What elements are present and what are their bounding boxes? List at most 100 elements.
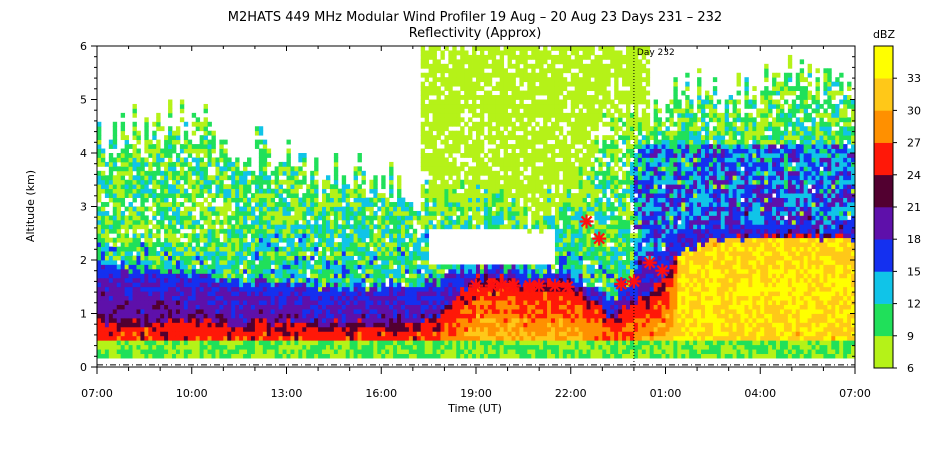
reflectivity-cell [479,99,485,105]
reflectivity-cell [440,206,445,212]
reflectivity-cell [310,291,315,297]
reflectivity-cell [464,99,469,105]
reflectivity-cell [420,153,426,158]
reflectivity-cell [172,277,177,283]
reflectivity-cell [479,68,485,74]
reflectivity-cell [503,326,508,332]
reflectivity-cell [472,349,477,355]
reflectivity-cell [306,224,311,230]
reflectivity-cell [144,309,149,314]
reflectivity-cell [523,340,528,346]
reflectivity-cell [476,313,481,319]
reflectivity-cell [164,344,169,350]
reflectivity-cell [381,349,386,355]
reflectivity-cell [448,331,453,337]
reflectivity-cell [227,273,232,279]
reflectivity-cell [120,184,126,190]
reflectivity-cell [172,260,177,265]
reflectivity-cell [491,153,497,158]
reflectivity-cell [487,313,493,319]
reflectivity-cell [168,161,173,167]
reflectivity-cell [148,268,153,274]
reflectivity-cell [258,295,264,301]
reflectivity-cell [199,335,204,341]
reflectivity-cell [519,277,524,283]
reflectivity-cell [172,309,177,314]
reflectivity-cell [100,242,106,248]
reflectivity-cell [112,353,118,359]
reflectivity-cell [361,349,366,355]
reflectivity-cell [254,175,260,181]
reflectivity-cell [424,179,430,185]
reflectivity-cell [440,54,445,60]
reflectivity-cell [148,317,153,323]
reflectivity-cell [499,188,505,194]
reflectivity-cell [294,193,299,198]
reflectivity-cell [164,188,169,194]
reflectivity-cell [179,286,185,292]
reflectivity-cell [243,313,248,319]
reflectivity-cell [195,335,201,341]
reflectivity-cell [436,166,441,172]
reflectivity-cell [507,340,512,346]
reflectivity-cell [345,313,351,319]
reflectivity-cell [140,188,145,194]
reflectivity-cell [495,144,501,149]
reflectivity-cell [511,130,516,136]
reflectivity-cell [116,309,122,314]
reflectivity-cell [203,260,208,265]
reflectivity-cell [164,322,169,328]
reflectivity-cell [199,353,204,359]
reflectivity-cell [302,228,307,234]
reflectivity-cell [472,304,477,310]
reflectivity-cell [333,349,339,355]
reflectivity-cell [460,46,465,51]
reflectivity-cell [361,175,366,181]
reflectivity-cell [523,268,528,274]
reflectivity-cell [211,139,216,145]
reflectivity-cell [290,215,295,221]
reflectivity-cell [203,170,208,176]
reflectivity-cell [523,46,528,51]
reflectivity-cell [294,340,299,346]
reflectivity-cell [353,349,358,355]
reflectivity-cell [428,300,433,305]
reflectivity-cell [373,309,378,314]
reflectivity-cell [270,309,276,314]
reflectivity-cell [294,242,299,248]
reflectivity-cell [179,148,185,154]
reflectivity-cell [207,228,212,234]
reflectivity-cell [172,304,177,310]
reflectivity-cell [420,260,426,265]
reflectivity-cell [148,326,153,332]
reflectivity-cell [168,295,173,301]
reflectivity-cell [515,295,520,301]
reflectivity-cell [456,117,461,123]
reflectivity-cell [227,335,232,341]
reflectivity-cell [97,317,102,323]
reflectivity-cell [195,219,201,225]
reflectivity-cell [329,188,335,194]
reflectivity-cell [298,331,303,337]
reflectivity-cell [136,193,141,198]
reflectivity-cell [357,210,362,216]
reflectivity-cell [483,273,489,279]
reflectivity-cell [468,153,473,158]
reflectivity-cell [247,215,252,221]
reflectivity-cell [140,233,145,239]
reflectivity-cell [420,166,426,172]
reflectivity-cell [353,251,358,256]
reflectivity-cell [476,202,481,207]
reflectivity-cell [164,326,169,332]
reflectivity-cell [393,255,398,261]
reflectivity-cell [302,193,307,198]
reflectivity-cell [369,344,374,350]
reflectivity-cell [132,340,137,346]
reflectivity-cell [464,68,469,74]
reflectivity-cell [333,326,339,332]
reflectivity-cell [400,255,406,261]
reflectivity-cell [199,295,204,301]
reflectivity-cell [448,86,453,91]
reflectivity-cell [523,344,528,350]
reflectivity-cell [373,184,378,190]
